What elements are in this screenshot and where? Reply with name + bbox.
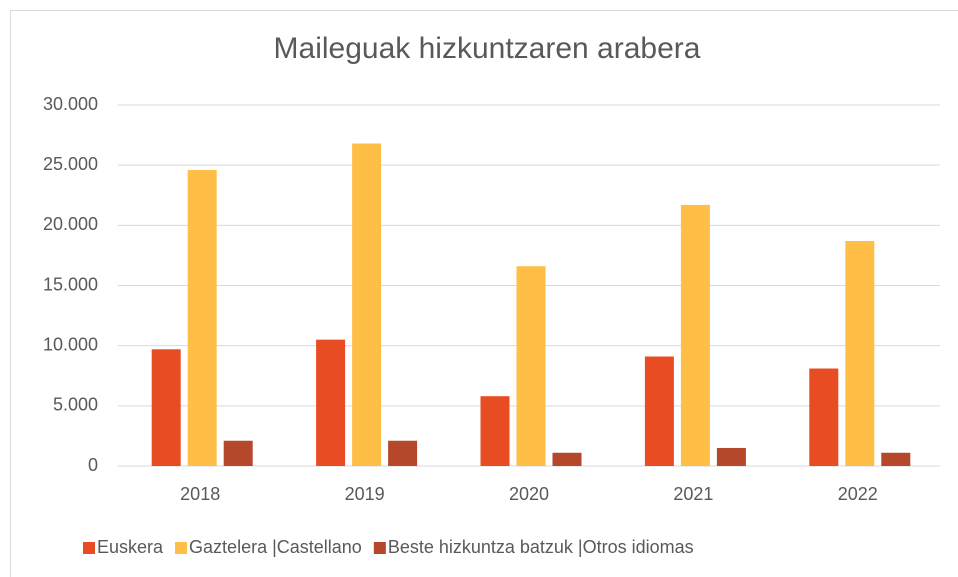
y-tick-label: 30.000: [43, 94, 98, 114]
y-tick-label: 20.000: [43, 214, 98, 234]
y-tick-label: 10.000: [43, 334, 98, 354]
x-tick-label: 2021: [673, 484, 713, 504]
chart-title: Maileguak hizkuntzaren arabera: [274, 32, 701, 65]
y-tick-label: 15.000: [43, 274, 98, 294]
bar: [716, 447, 746, 466]
bar: [680, 204, 710, 467]
bar: [151, 349, 181, 466]
bar: [388, 440, 418, 466]
legend-swatch: [175, 542, 188, 554]
legend-label: Beste hizkuntza batzuk |Otros idiomas: [388, 537, 694, 557]
legend-label: Gaztelera |Castellano: [189, 537, 362, 557]
bar: [187, 169, 217, 467]
legend-swatch: [83, 542, 95, 554]
bar: [809, 368, 839, 466]
bar: [644, 356, 674, 466]
bar: [552, 452, 582, 466]
y-tick-label: 0: [88, 455, 98, 475]
x-tick-label: 2020: [509, 484, 549, 504]
bar: [516, 266, 546, 466]
x-tick-label: 2022: [838, 484, 878, 504]
legend-label: Euskera: [97, 537, 164, 557]
y-tick-label: 25.000: [43, 154, 98, 174]
bar: [881, 452, 911, 466]
bar: [845, 240, 875, 466]
legend-swatch: [373, 542, 386, 554]
bar: [316, 339, 346, 466]
bar: [480, 396, 510, 466]
x-tick-label: 2018: [180, 484, 220, 504]
bar: [352, 143, 382, 467]
y-tick-label: 5.000: [53, 395, 98, 415]
chart-frame: [10, 10, 958, 577]
x-tick-label: 2019: [345, 484, 385, 504]
bar: [223, 440, 253, 466]
